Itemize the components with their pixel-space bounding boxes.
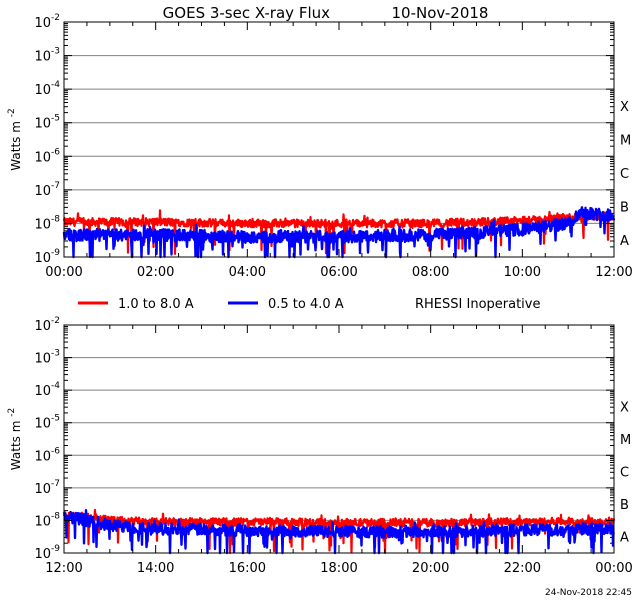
x-tick-label: 10:00 — [504, 265, 541, 280]
flare-class-label: A — [620, 234, 629, 249]
y-tick-label: 10-3 — [34, 349, 60, 367]
y-tick-exponent: -3 — [51, 47, 60, 57]
x-tick-label: 22:00 — [504, 561, 541, 576]
y-tick-exponent: -6 — [51, 147, 60, 157]
flare-class-label: M — [620, 134, 631, 149]
y-tick-label: 10-3 — [34, 47, 60, 65]
y-tick-exponent: -7 — [51, 181, 60, 191]
footer-timestamp: 24-Nov-2018 22:45 — [545, 588, 632, 598]
y-tick-exponent: -4 — [51, 80, 60, 90]
y-axis-label: Watts m -2 — [7, 108, 23, 170]
plot-date: 10-Nov-2018 — [392, 4, 489, 22]
y-tick-label: 10-2 — [34, 13, 60, 31]
y-tick-label: 10-8 — [34, 511, 60, 529]
top-panel: 10-2 10-3 10-4 10-5 10-6 10-7 10-8 10-9 X M C B A 00:… — [7, 13, 633, 280]
y-axis-label: Watts m -2 — [7, 408, 23, 470]
legend: 1.0 to 8.0 A 0.5 to 4.0 A RHESSI Inopera… — [78, 297, 540, 312]
y-tick-label: 10-7 — [34, 181, 60, 199]
x-tick-label: 20:00 — [412, 561, 449, 576]
y-axis-label-exponent: -2 — [7, 108, 17, 117]
flare-class-label: C — [620, 466, 629, 481]
flare-class-label: B — [620, 498, 629, 513]
legend-label-series2: 0.5 to 4.0 A — [268, 297, 344, 312]
y-tick-label: 10-2 — [34, 316, 60, 334]
y-tick-exponent: -5 — [51, 114, 60, 124]
series-line-2 — [62, 509, 615, 555]
y-tick-label: 10-6 — [34, 147, 60, 165]
rhessi-note: RHESSI Inoperative — [415, 297, 540, 312]
y-tick-exponent: -8 — [51, 214, 60, 224]
y-tick-exponent: -6 — [51, 446, 60, 456]
plot-title: GOES 3-sec X-ray Flux — [163, 4, 330, 22]
y-tick-exponent: -5 — [51, 414, 60, 424]
y-tick-exponent: -2 — [51, 13, 60, 23]
flare-class-label: A — [620, 531, 629, 546]
flare-class-label: X — [620, 400, 629, 415]
y-tick-exponent: -3 — [51, 349, 60, 359]
y-tick-exponent: -8 — [51, 511, 60, 521]
flare-class-label: B — [620, 201, 629, 216]
y-axis-label-exponent: -2 — [7, 408, 17, 417]
flare-class-label: C — [620, 167, 629, 182]
x-tick-label: 14:00 — [137, 561, 174, 576]
x-tick-label: 04:00 — [229, 265, 266, 280]
y-tick-exponent: -7 — [51, 479, 60, 489]
y-tick-label: 10-6 — [34, 446, 60, 464]
y-tick-exponent: -2 — [51, 316, 60, 326]
x-tick-label: 00:00 — [45, 265, 82, 280]
series-line-2 — [62, 206, 616, 259]
x-tick-label: 08:00 — [412, 265, 449, 280]
flare-class-label: M — [620, 433, 631, 448]
bottom-panel: 10-2 10-3 10-4 10-5 10-6 10-7 10-8 10-9 X M C B A 12:… — [7, 316, 633, 576]
x-tick-label: 12:00 — [45, 561, 82, 576]
legend-label-series1: 1.0 to 8.0 A — [118, 297, 194, 312]
y-tick-label: 10-4 — [34, 80, 60, 98]
x-tick-label: 18:00 — [320, 561, 357, 576]
x-tick-label: 02:00 — [137, 265, 174, 280]
x-tick-label: 06:00 — [320, 265, 357, 280]
y-tick-label: 10-9 — [34, 544, 60, 562]
y-tick-label: 10-5 — [34, 414, 60, 432]
series-line-1 — [62, 209, 615, 255]
x-tick-label: 16:00 — [229, 561, 266, 576]
y-tick-exponent: -9 — [51, 544, 60, 554]
y-tick-exponent: -9 — [51, 248, 60, 258]
flare-class-label: X — [620, 100, 629, 115]
x-tick-label: 12:00 — [595, 265, 632, 280]
y-tick-label: 10-9 — [34, 248, 60, 266]
y-tick-label: 10-4 — [34, 381, 60, 399]
y-tick-exponent: -4 — [51, 381, 60, 391]
x-tick-label: 00:00 — [595, 561, 632, 576]
y-tick-label: 10-7 — [34, 479, 60, 497]
y-tick-label: 10-5 — [34, 114, 60, 132]
y-tick-label: 10-8 — [34, 214, 60, 232]
